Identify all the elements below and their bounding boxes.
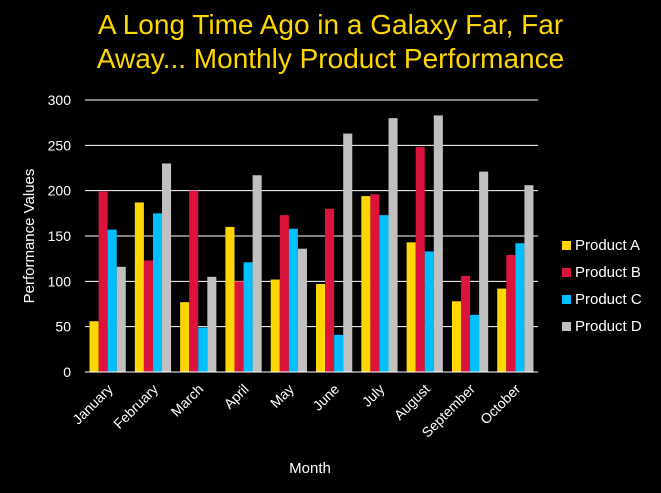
x-tick-label: June — [309, 381, 342, 414]
x-tick-label: March — [168, 381, 207, 420]
bar-product-b-february — [143, 260, 153, 372]
bar-product-c-march — [198, 327, 208, 372]
y-tick-label: 300 — [48, 92, 72, 108]
bar-product-c-june — [334, 334, 344, 372]
bar-product-d-october — [524, 185, 534, 372]
bar-product-b-january — [98, 191, 108, 372]
bar-product-d-february — [162, 163, 172, 372]
bar-product-c-october — [515, 243, 525, 372]
bar-product-a-january — [89, 321, 99, 372]
bar-product-b-september — [460, 275, 471, 372]
bar-product-a-july — [361, 196, 371, 372]
legend-swatch — [562, 241, 571, 250]
y-tick-label: 100 — [48, 273, 72, 289]
bar-product-b-march — [189, 190, 199, 372]
bar-product-b-october — [506, 255, 516, 372]
bar-product-b-july — [370, 194, 380, 372]
chart-title-line-1: A Long Time Ago in a Galaxy Far, Far — [97, 9, 564, 40]
legend-swatch — [562, 322, 571, 331]
bar-product-c-january — [107, 229, 117, 372]
bar-product-a-february — [134, 202, 144, 372]
legend-swatch — [562, 295, 571, 304]
bar-product-a-june — [316, 284, 326, 372]
chart-title: A Long Time Ago in a Galaxy Far, Far Awa… — [0, 8, 661, 76]
bar-product-a-october — [497, 288, 507, 372]
y-axis-title: Performance Values — [21, 169, 38, 304]
y-tick-label: 50 — [55, 319, 71, 335]
legend: Product A Product B Product C Product D — [562, 237, 642, 335]
bar-product-b-april — [234, 281, 244, 372]
bar-product-a-march — [180, 302, 190, 372]
legend-label: Product B — [575, 264, 641, 281]
legend-swatch — [562, 268, 571, 277]
y-tick-label: 0 — [63, 364, 71, 380]
bars — [89, 115, 534, 372]
bar-product-a-april — [225, 226, 235, 372]
bar-product-d-april — [252, 175, 262, 372]
bar-product-d-march — [207, 276, 217, 372]
bar-product-b-june — [325, 208, 335, 372]
legend-label: Product A — [575, 237, 640, 254]
bar-product-c-september — [470, 314, 480, 372]
y-tick-label: 150 — [48, 228, 72, 244]
x-tick-label: January — [69, 381, 116, 428]
bar-product-b-august — [415, 147, 425, 372]
chart-title-line-2: Away... Monthly Product Performance — [96, 43, 565, 74]
y-tick-label: 250 — [48, 137, 72, 153]
x-tick-label: August — [391, 381, 433, 423]
x-tick-label: May — [267, 381, 297, 411]
bar-product-d-june — [343, 133, 353, 372]
bar-product-c-april — [243, 262, 253, 372]
bar-product-d-september — [479, 171, 489, 372]
legend-label: Product C — [575, 291, 642, 308]
bar-product-c-february — [152, 213, 163, 372]
legend-label: Product D — [575, 318, 642, 335]
bar-product-b-may — [279, 215, 289, 372]
bar-product-c-may — [288, 228, 298, 372]
bar-product-d-january — [116, 266, 126, 372]
x-axis-title: Month — [289, 460, 331, 477]
bar-product-d-august — [433, 115, 443, 372]
x-tick-label: July — [359, 381, 388, 410]
bar-product-c-august — [424, 251, 434, 372]
bar-product-a-september — [451, 301, 461, 372]
x-tick-label: April — [221, 381, 252, 412]
bar-product-c-july — [379, 215, 389, 372]
y-tick-label: 200 — [48, 183, 72, 199]
bar-product-d-july — [388, 118, 398, 372]
bar-product-a-august — [406, 242, 416, 372]
bar-product-a-may — [270, 279, 280, 372]
x-tick-label: October — [477, 381, 524, 428]
x-tick-label: February — [110, 381, 161, 432]
bar-product-d-may — [297, 248, 307, 372]
